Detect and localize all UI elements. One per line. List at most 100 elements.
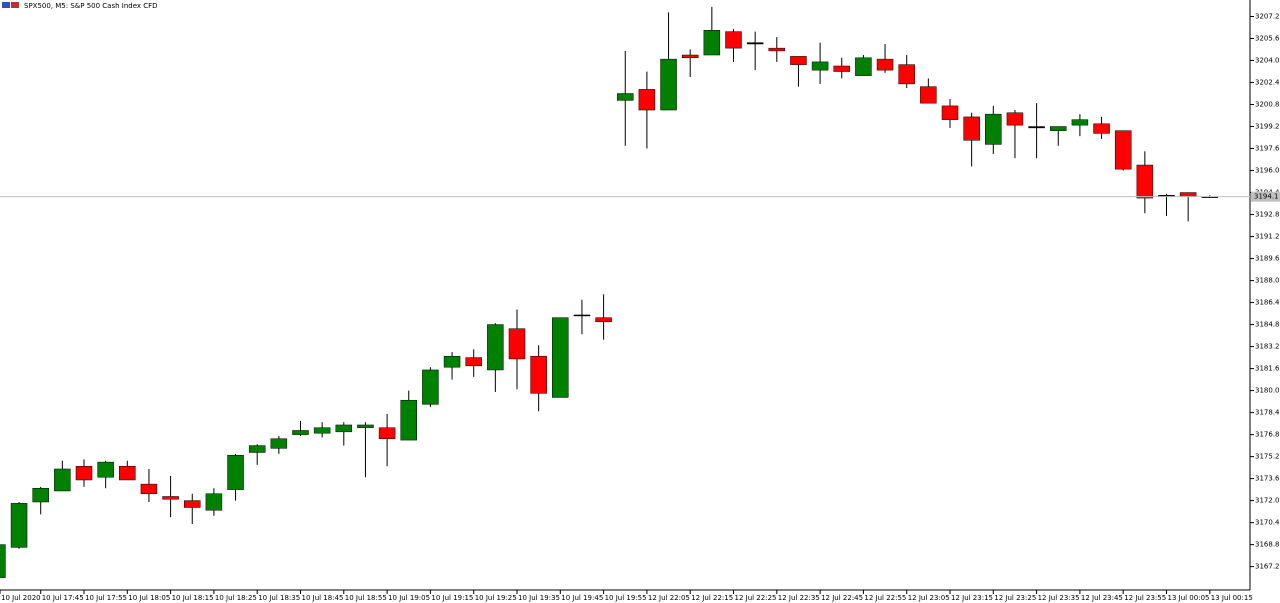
candle-body <box>963 116 980 141</box>
candle-body <box>97 461 114 478</box>
y-tick-label: 3197.6 <box>1255 145 1280 153</box>
candle-body <box>1114 130 1132 170</box>
candle-body <box>400 399 417 441</box>
candle-body <box>465 357 482 367</box>
y-tick-label: 3168.8 <box>1255 541 1280 549</box>
y-tick-label: 3204.0 <box>1255 57 1280 65</box>
candle-body <box>573 314 591 317</box>
y-tick-label: 3184.8 <box>1255 321 1280 329</box>
y-tick-label: 3180.0 <box>1255 387 1280 395</box>
candle-body <box>638 89 656 111</box>
x-tick-label: 12 Jul 23:35 <box>1038 594 1080 602</box>
y-tick-label: 3167.2 <box>1255 563 1280 571</box>
candle-body <box>941 105 959 120</box>
y-tick-label: 3176.8 <box>1255 431 1280 439</box>
x-tick-label: 13 Jul 00:05 <box>1168 594 1210 602</box>
candle-body <box>32 487 49 503</box>
candle-body <box>1179 192 1197 197</box>
x-tick-label: 10 Jul 19:25 <box>475 594 517 602</box>
candle-body <box>248 445 266 453</box>
x-tick-label: 12 Jul 23:55 <box>1124 594 1166 602</box>
x-tick-label: 12 Jul 22:15 <box>691 594 733 602</box>
candle-body <box>1158 195 1175 197</box>
y-tick-label: 3170.4 <box>1255 519 1280 527</box>
candle-body <box>335 424 353 433</box>
candle-body <box>140 483 158 494</box>
candle-body <box>681 54 699 59</box>
x-tick-label: 10 Jul 2020 <box>1 594 41 602</box>
candle-body <box>746 42 764 45</box>
candle-body <box>985 113 1002 145</box>
x-tick-label: 12 Jul 22:05 <box>648 594 690 602</box>
x-tick-label: 12 Jul 22:35 <box>778 594 820 602</box>
x-tick-label: 12 Jul 23:15 <box>951 594 993 602</box>
candle-body <box>10 503 28 548</box>
candle-body <box>552 317 569 398</box>
x-tick-label: 10 Jul 19:55 <box>605 594 647 602</box>
candle-body <box>1050 126 1067 131</box>
candle-body <box>876 58 894 71</box>
y-tick-label: 3189.6 <box>1255 255 1280 263</box>
y-tick-label: 3188.0 <box>1255 277 1280 285</box>
candle-body <box>443 355 461 368</box>
x-tick-label: 10 Jul 18:45 <box>302 594 344 602</box>
candle-body <box>54 468 71 492</box>
candle-body <box>530 355 547 394</box>
x-tick-label: 10 Jul 18:55 <box>345 594 387 602</box>
x-tick-label: 10 Jul 18:15 <box>172 594 214 602</box>
chart-title: SPX500, M5: S&P 500 Cash Index CFD <box>24 2 158 10</box>
x-tick-label: 10 Jul 18:05 <box>128 594 170 602</box>
symbol-icon <box>2 2 19 8</box>
y-tick-label: 3205.6 <box>1255 35 1280 43</box>
x-tick-label: 12 Jul 23:05 <box>908 594 950 602</box>
x-tick-label: 10 Jul 19:05 <box>388 594 430 602</box>
candle-body <box>508 328 526 360</box>
y-tick-label: 3191.2 <box>1255 233 1280 241</box>
x-tick-label: 13 Jul 00:15 <box>1211 594 1253 602</box>
x-tick-label: 12 Jul 22:25 <box>735 594 777 602</box>
candle-body <box>1006 112 1024 126</box>
candle-body <box>811 61 829 71</box>
y-tick-label: 3192.8 <box>1255 211 1280 219</box>
candle-body <box>1071 119 1089 126</box>
y-tick-label: 3207.2 <box>1255 13 1280 21</box>
x-tick-label: 10 Jul 17:45 <box>42 594 84 602</box>
candle-body <box>205 493 223 511</box>
candle-body <box>184 500 201 508</box>
x-tick-label: 12 Jul 22:45 <box>821 594 863 602</box>
y-tick-label: 3175.2 <box>1255 453 1280 461</box>
y-tick-label: 3200.8 <box>1255 101 1280 109</box>
candle-body <box>75 465 93 481</box>
candle-body <box>1136 164 1154 199</box>
candle-body <box>725 31 742 49</box>
candle-body <box>487 324 504 371</box>
candle-body <box>357 424 374 428</box>
candle-body <box>0 544 6 578</box>
y-tick-label: 3183.2 <box>1255 343 1280 351</box>
candle-body <box>920 86 937 104</box>
y-tick-label: 3181.6 <box>1255 365 1280 373</box>
candle-body <box>617 93 634 101</box>
current-price-box <box>1251 191 1280 202</box>
candle-body <box>1028 126 1045 129</box>
x-tick-label: 10 Jul 19:45 <box>561 594 603 602</box>
candle-body <box>378 427 396 439</box>
candle-body <box>790 56 807 65</box>
candle-body <box>898 64 915 85</box>
candle-body <box>595 317 612 323</box>
x-tick-label: 12 Jul 23:25 <box>994 594 1036 602</box>
y-tick-label: 3196.0 <box>1255 167 1280 175</box>
candle-body <box>119 465 136 481</box>
y-tick-label: 3202.4 <box>1255 79 1280 87</box>
candle-body <box>1093 123 1110 134</box>
x-tick-label: 10 Jul 19:35 <box>518 594 560 602</box>
current-price-label: 3194.1 <box>1254 193 1279 201</box>
candle-body <box>660 58 677 111</box>
candle-body <box>270 438 288 449</box>
candle-body <box>313 427 331 434</box>
y-tick-label: 3173.6 <box>1255 475 1280 483</box>
y-tick-label: 3172.0 <box>1255 497 1280 505</box>
x-tick-label: 10 Jul 18:35 <box>258 594 300 602</box>
candle-body <box>162 496 179 500</box>
